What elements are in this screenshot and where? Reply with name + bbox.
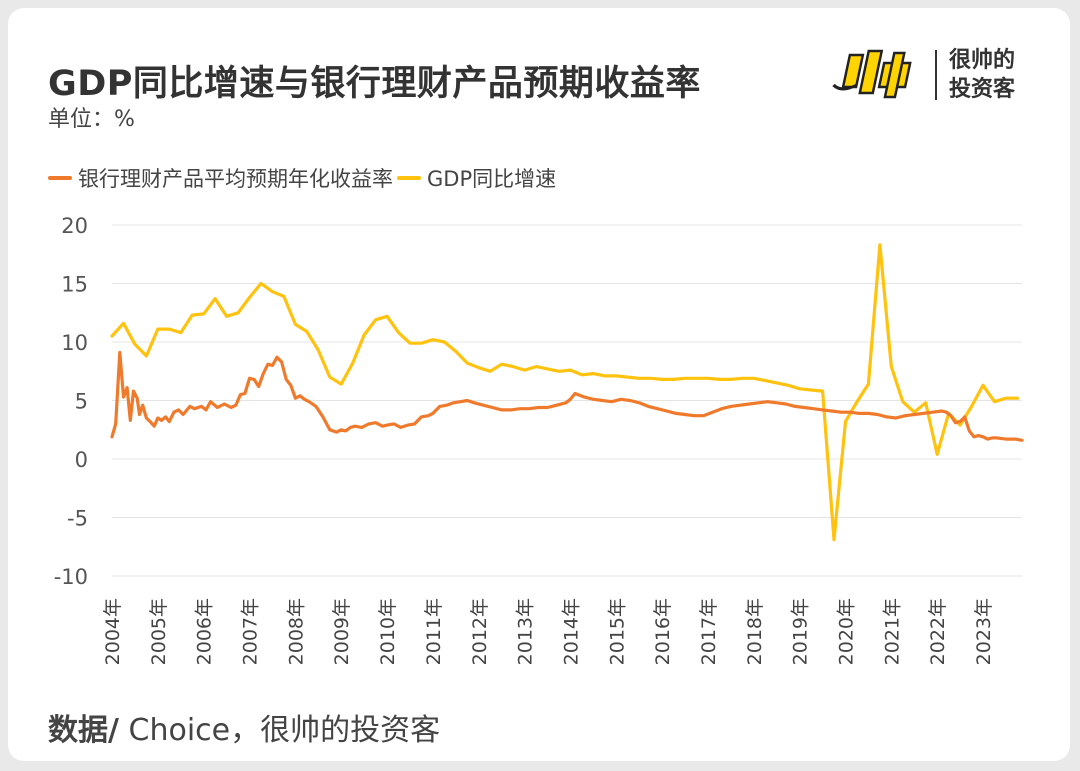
data-source: 数据/ Choice，很帅的投资客 [48,705,440,749]
chart-title: GDP同比增速与银行理财产品预期收益率 [48,64,701,104]
x-tick-label: 2020年 [836,598,858,665]
legend-label-gdp: GDP同比增速 [427,167,557,191]
x-tick-label: 2017年 [698,598,720,665]
legend-item-bank: 银行理财产品平均预期年化收益率 [48,163,393,193]
x-tick-label: 2004年 [102,598,124,665]
chart-legend: 银行理财产品平均预期年化收益率 GDP同比增速 [48,163,560,193]
x-tick-label: 2011年 [423,598,445,665]
y-tick-label: -5 [67,507,88,531]
x-tick-label: 2019年 [790,598,812,665]
x-tick-label: 2013年 [515,598,537,665]
y-tick-label: 10 [61,331,88,355]
x-tick-label: 2009年 [331,598,353,665]
x-tick-label: 2023年 [973,598,995,665]
chart-card: GDP同比增速与银行理财产品预期收益率 单位：% 很帅的 投资客 银行理财产品平… [8,8,1070,761]
x-tick-label: 2016年 [652,598,674,665]
y-tick-label: 5 [75,390,88,414]
y-tick-label: 15 [61,273,88,297]
source-text: Choice，很帅的投资客 [118,713,441,748]
logo-divider [935,50,937,100]
x-tick-label: 2021年 [881,598,903,665]
brand-logo-icon [832,49,912,99]
y-tick-label: -10 [54,565,88,589]
logo-text-line1: 很帅的 [949,48,1016,73]
source-label: 数据/ [48,713,119,748]
x-tick-label: 2007年 [240,598,262,665]
x-tick-label: 2012年 [469,598,491,665]
logo-text-line2: 投资客 [949,77,1016,102]
x-tick-label: 2005年 [148,598,170,665]
series-line-gdp-growth [110,243,1020,542]
y-tick-label: 20 [61,214,88,238]
x-tick-label: 2014年 [560,598,582,665]
x-tick-label: 2006年 [194,598,216,665]
legend-item-gdp: GDP同比增速 [397,163,556,193]
unit-label: 单位：% [48,107,135,132]
x-tick-label: 2010年 [377,598,399,665]
y-tick-label: 0 [75,448,88,472]
legend-swatch-bank [48,176,72,180]
legend-label-bank: 银行理财产品平均预期年化收益率 [78,167,393,191]
x-tick-label: 2008年 [285,598,307,665]
x-tick-label: 2015年 [606,598,628,665]
x-tick-label: 2018年 [744,598,766,665]
logo-text: 很帅的 投资客 [949,46,1015,104]
series-line-bank-yield [110,350,1024,442]
legend-swatch-gdp [397,176,421,180]
x-tick-label: 2022年 [927,598,949,665]
